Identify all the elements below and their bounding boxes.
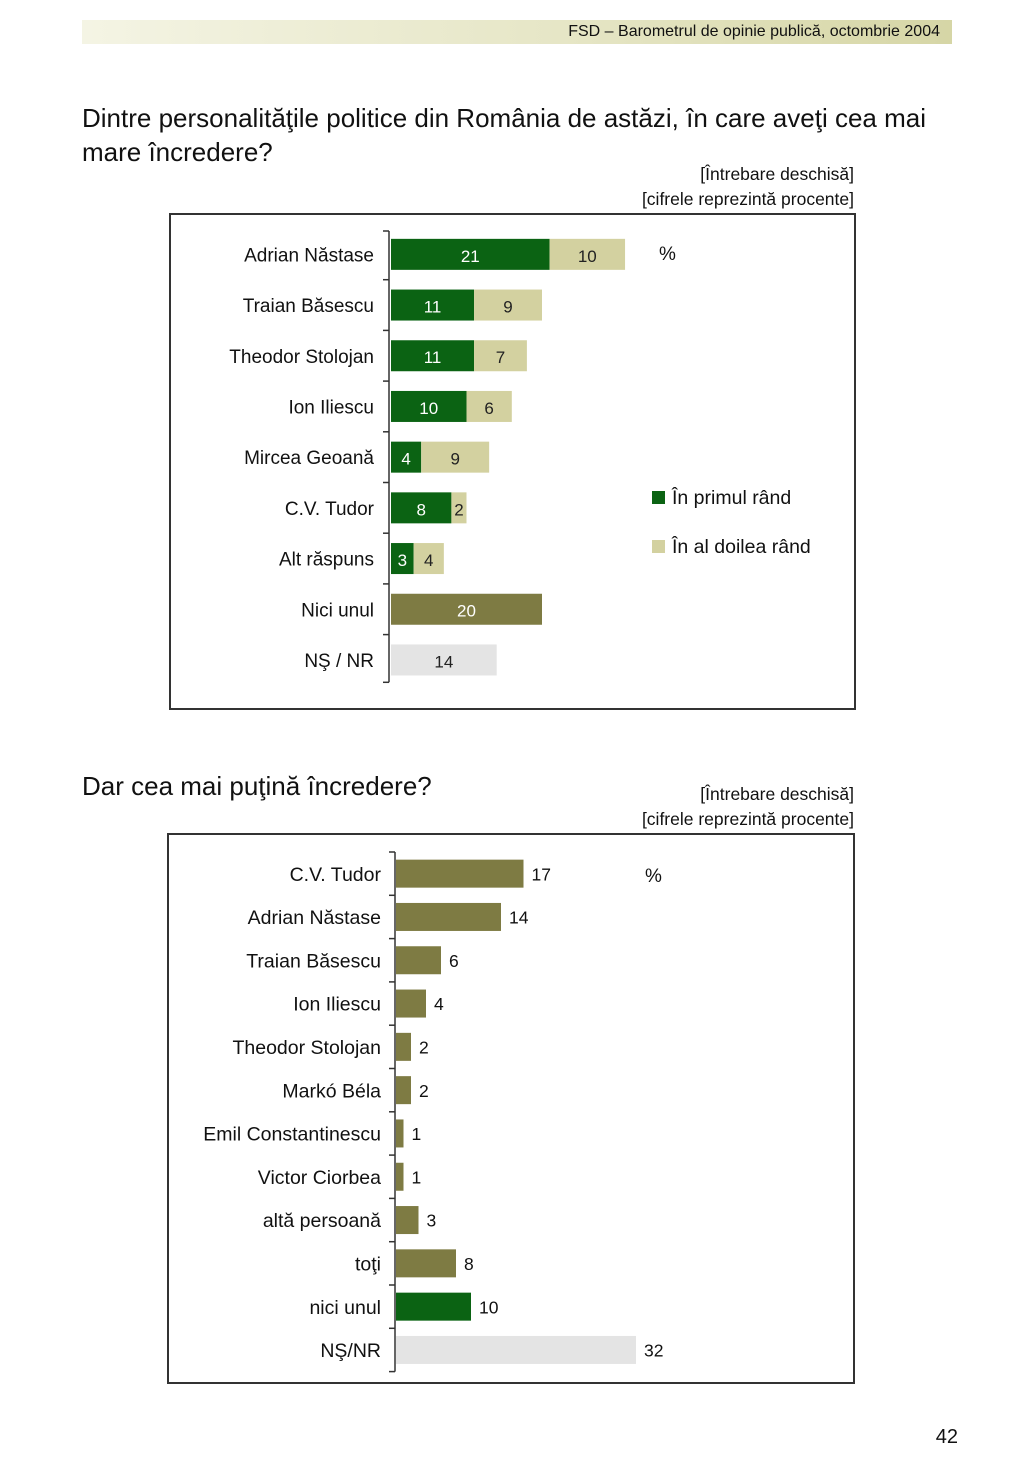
data-label-victor-ciorbea: 1 xyxy=(412,1167,422,1187)
data-label-ion-iliescu: 4 xyxy=(434,994,444,1014)
data-label-adrian-nastase: 14 xyxy=(509,908,529,928)
bar-mircea-geoana-series-0 xyxy=(391,441,422,473)
bar-ion-iliescu-series-1 xyxy=(466,390,512,422)
data-label-mircea-geoana-series-1: 9 xyxy=(450,450,459,469)
category-label-nici-unul: Nici unul xyxy=(301,600,374,621)
data-label-traian-basescu-series-0: 11 xyxy=(424,298,442,317)
category-label-toti: toţi xyxy=(355,1254,381,1276)
bar-adrian-nastase xyxy=(396,902,501,931)
bar-c-v-tudor-series-1 xyxy=(451,492,467,524)
bar-c-v-tudor-series-0 xyxy=(391,492,452,524)
section1-question: Dintre personalităţile politice din Româ… xyxy=(82,103,926,167)
section1-note-line2: [cifrele reprezintă procente] xyxy=(641,189,854,209)
data-label-traian-basescu-series-1: 9 xyxy=(503,298,512,317)
data-label-c-v-tudor-series-1: 2 xyxy=(454,500,463,519)
data-label-emil-constantinescu: 1 xyxy=(412,1124,422,1144)
section2-note: [Întrebare deschisă] [cifrele reprezintă… xyxy=(642,782,854,832)
category-label-emil-constantinescu: Emil Constantinescu xyxy=(203,1124,381,1146)
category-label-c-v-tudor: C.V. Tudor xyxy=(285,499,375,520)
data-label-mircea-geoana-series-0: 4 xyxy=(401,450,410,469)
bar-ns-nr-series-3 xyxy=(391,644,497,676)
category-label-victor-ciorbea: Victor Ciorbea xyxy=(258,1167,381,1189)
data-label-ns-nr: 32 xyxy=(644,1341,663,1361)
category-label-ns-nr: NŞ/NR xyxy=(320,1340,381,1362)
bar-emil-constantinescu xyxy=(396,1119,404,1148)
data-label-c-v-tudor: 17 xyxy=(532,864,551,884)
bar-ion-iliescu-series-0 xyxy=(391,390,467,422)
bar-nici-unul-series-2 xyxy=(391,593,542,625)
legend-label-in-primul-rand: În primul rând xyxy=(671,486,791,509)
bar-alt-raspuns-series-0 xyxy=(391,543,414,575)
trust-most-chart-frame: Adrian Năstase 21 10 Traian Băsescu 11 9 Theod… xyxy=(169,213,856,710)
trust-most-chart: Adrian Năstase 21 10 Traian Băsescu 11 9 Theod… xyxy=(229,230,811,684)
data-label-adrian-nastase-series-0: 21 xyxy=(461,247,480,266)
data-label-ion-iliescu-series-1: 6 xyxy=(484,399,493,418)
data-label-adrian-nastase-series-1: 10 xyxy=(578,247,597,266)
section1-note-line1: [Întrebare deschisă] xyxy=(700,164,854,184)
category-label-mircea-geoana: Mircea Geoană xyxy=(244,448,374,469)
data-label-ns-nr-series-3: 14 xyxy=(434,652,453,671)
data-label-theodor-stolojan-series-1: 7 xyxy=(496,348,505,367)
category-label-alta-persoana: altă persoană xyxy=(263,1210,381,1232)
category-label-theodor-stolojan: Theodor Stolojan xyxy=(232,1037,381,1059)
bar-theodor-stolojan-series-0 xyxy=(391,340,475,372)
header-title: FSD – Barometrul de opinie publică, octo… xyxy=(568,23,940,40)
bar-traian-basescu-series-0 xyxy=(391,289,475,321)
section2-question: Dar cea mai puţină încredere? xyxy=(82,771,432,801)
legend-swatch-in-al-doilea-rand xyxy=(652,540,665,553)
data-label-toti: 8 xyxy=(464,1254,474,1274)
bar-ns-nr xyxy=(396,1335,636,1364)
bar-alt-raspuns-series-1 xyxy=(413,543,444,575)
page-number: 42 xyxy=(935,1426,958,1448)
bar-theodor-stolojan-series-1 xyxy=(474,340,527,372)
data-label-c-v-tudor-series-0: 8 xyxy=(416,500,425,519)
bar-adrian-nastase-series-0 xyxy=(391,238,550,270)
category-label-traian-basescu: Traian Băsescu xyxy=(243,296,374,317)
data-label-theodor-stolojan-series-0: 11 xyxy=(424,348,442,367)
category-label-ion-iliescu: Ion Iliescu xyxy=(288,397,374,418)
bar-traian-basescu xyxy=(396,946,441,975)
bar-traian-basescu-series-1 xyxy=(474,289,542,321)
section2-note-line1: [Întrebare deschisă] xyxy=(700,784,854,804)
category-label-theodor-stolojan: Theodor Stolojan xyxy=(229,347,374,368)
header-band: FSD – Barometrul de opinie publică, octo… xyxy=(82,20,952,44)
category-label-alt-raspuns: Alt răspuns xyxy=(279,550,374,571)
category-label-ns-nr: NŞ / NR xyxy=(304,651,374,672)
bar-theodor-stolojan xyxy=(396,1032,411,1061)
section1-note: [Întrebare deschisă] [cifrele reprezintă… xyxy=(642,162,854,212)
bar-c-v-tudor xyxy=(396,859,524,888)
trust-least-chart-frame: C.V. Tudor 17 Adrian Năstase 14 Traian Băses… xyxy=(167,833,855,1384)
section2-note-line2: [cifrele reprezintă procente] xyxy=(641,809,854,829)
category-label-nici-unul: nici unul xyxy=(309,1297,381,1319)
category-label-marko-bela: Markó Béla xyxy=(282,1080,381,1102)
data-label-theodor-stolojan: 2 xyxy=(419,1037,429,1057)
data-label-traian-basescu: 6 xyxy=(449,951,459,971)
bar-toti xyxy=(396,1249,456,1278)
data-label-alta-persoana: 3 xyxy=(427,1211,437,1231)
category-label-adrian-nastase: Adrian Năstase xyxy=(248,907,381,929)
category-label-adrian-nastase: Adrian Năstase xyxy=(244,245,374,266)
data-label-nici-unul-series-2: 20 xyxy=(457,602,476,621)
data-label-alt-raspuns-series-0: 3 xyxy=(398,551,407,570)
bar-ion-iliescu xyxy=(396,989,426,1018)
unit-label: % xyxy=(659,244,676,265)
bar-nici-unul xyxy=(396,1292,471,1321)
category-label-ion-iliescu: Ion Iliescu xyxy=(293,994,381,1016)
bar-alta-persoana xyxy=(396,1206,419,1235)
legend-swatch-in-primul-rand xyxy=(652,491,665,504)
data-label-nici-unul: 10 xyxy=(479,1297,499,1317)
data-label-ion-iliescu-series-0: 10 xyxy=(419,399,438,418)
bar-marko-bela xyxy=(396,1076,411,1105)
unit-label: % xyxy=(645,866,662,887)
data-label-alt-raspuns-series-1: 4 xyxy=(424,551,433,570)
bar-victor-ciorbea xyxy=(396,1162,404,1191)
category-label-traian-basescu: Traian Băsescu xyxy=(246,950,381,972)
legend-label-in-al-doilea-rand: În al doilea rând xyxy=(671,535,811,558)
data-label-marko-bela: 2 xyxy=(419,1081,429,1101)
bar-mircea-geoana-series-1 xyxy=(421,441,490,473)
bar-adrian-nastase-series-1 xyxy=(549,238,626,270)
category-label-c-v-tudor: C.V. Tudor xyxy=(290,864,382,886)
